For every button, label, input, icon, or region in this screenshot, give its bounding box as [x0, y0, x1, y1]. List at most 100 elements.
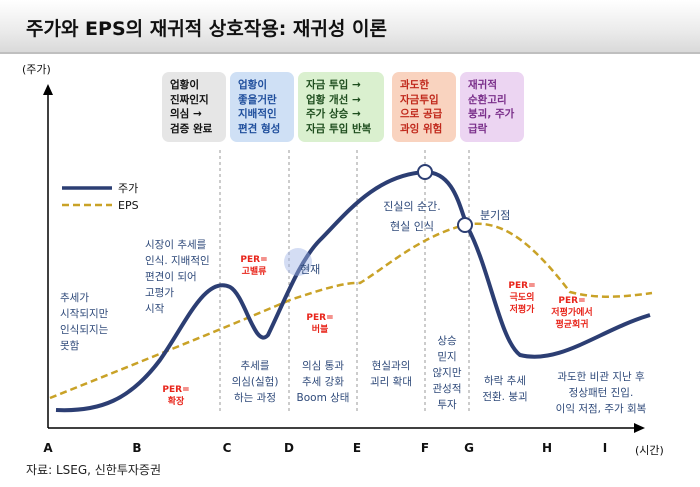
tick-b: B: [132, 441, 141, 455]
page-title: 주가와 EPS의 재귀적 상호작용: 재귀성 이론: [26, 18, 387, 40]
annotation-line: 고평가: [145, 287, 174, 299]
annotation-phase-f: 상승 믿지 않지만 관성적 투자: [426, 333, 468, 413]
annotation-line: 하락 추세: [484, 375, 526, 387]
phase-box-line: 주가 상승 →: [306, 108, 361, 120]
eps-line: [49, 222, 653, 400]
per-bubble-line1: PER=: [306, 313, 333, 323]
phase-box-line: 급락: [468, 122, 488, 135]
phase-box-line: 지배적인: [238, 108, 277, 120]
per-mean-reversion-line1: PER=: [558, 296, 585, 306]
annotation-line: 인식되지는: [60, 324, 109, 336]
x-axis-label: (시간): [635, 444, 664, 457]
annotation-line: 정상패턴 진입.: [568, 387, 634, 399]
annotation-line: 시장이 추세를: [145, 239, 207, 251]
annotation-phase-e: 현실과의 괴리 확대: [360, 358, 422, 390]
title-bar: 주가와 EPS의 재귀적 상호작용: 재귀성 이론: [0, 0, 700, 54]
per-high-valuation-line1: PER=: [240, 255, 267, 265]
split-point-marker: [457, 217, 473, 233]
split-label: 분기점: [480, 209, 510, 222]
tick-c: C: [223, 441, 232, 455]
annotation-line: 시작되지만: [60, 308, 109, 320]
phase-box-line: 자금 투입 →: [306, 79, 361, 91]
annotation-line: 않지만: [432, 367, 462, 379]
per-high-valuation-line2: 고밸류: [242, 265, 267, 277]
phase-box-line: 재귀적: [468, 79, 497, 91]
y-axis-arrow-icon: [43, 84, 53, 95]
tick-f: F: [421, 441, 429, 455]
phase-box-bias: 업황이 좋을거란 지배적인 편견 형성: [230, 72, 294, 142]
annotation-line: 투자: [437, 399, 457, 411]
per-labels: PER= 확장 PER= 고밸류 PER= 버블 PER= 극도의 저평가 PE…: [162, 255, 592, 407]
phase-box-line: 업황이: [238, 79, 267, 91]
phase-dividers: [219, 150, 470, 414]
annotation-line: 믿지: [437, 351, 457, 363]
annotation-line: 관성적: [432, 383, 462, 395]
annotation-line: 현실과의: [371, 360, 411, 372]
phase-box-line: 의심 →: [170, 108, 202, 120]
annotation-line: 전환. 붕괴: [482, 391, 528, 403]
annotation-line: 하는 과정: [234, 392, 276, 404]
per-undervalued-line2: 극도의: [510, 291, 535, 303]
tick-h: H: [542, 441, 552, 455]
annotation-phase-h: 과도한 비관 지난 후 정상패턴 진입. 이익 저점, 주가 회복: [546, 369, 656, 417]
x-axis-arrow-icon: [634, 423, 645, 433]
annotation-phase-b: 시장이 추세를 인식. 지배적인 편견이 되어 고평가 시작: [145, 237, 210, 317]
annotation-line: 의심(실험): [231, 376, 279, 388]
per-expansion-line1: PER=: [162, 385, 189, 395]
source-note: 자료: LSEG, 신한투자증권: [26, 463, 161, 477]
annotation-phase-g: 하락 추세 전환. 붕괴: [474, 373, 536, 405]
y-axis-label: (주가): [22, 63, 51, 76]
phase-box-line: 자금투입: [400, 93, 439, 106]
title-underline: [0, 52, 700, 54]
annotation-line: 과도한 비관 지난 후: [557, 371, 645, 383]
phase-box-oversupply: 과도한 자금투입 으로 공급 과잉 위험: [392, 72, 456, 142]
annotation-line: 추세 강화: [302, 376, 344, 388]
annotation-phase-d: 의심 통과 추세 강화 Boom 상태: [292, 358, 354, 406]
per-expansion-line2: 확장: [168, 395, 185, 407]
annotation-line: 추세를: [240, 360, 270, 372]
phase-box-line: 붕괴, 주가: [468, 108, 515, 120]
per-mean-reversion-line3: 평균회귀: [555, 318, 588, 330]
annotation-line: 시작: [145, 303, 165, 315]
phase-box-line: 으로 공급: [400, 108, 443, 120]
phase-box-line: 편견 형성: [238, 122, 281, 135]
annotation-line: 의심 통과: [302, 360, 344, 372]
phase-box-line: 검증 완료: [170, 122, 213, 135]
phase-box-line: 진짜인지: [170, 93, 209, 106]
phase-box-verification: 업황이 진짜인지 의심 → 검증 완료: [162, 72, 226, 142]
tick-e: E: [353, 441, 361, 455]
annotation-line: 못함: [60, 340, 80, 352]
legend-price-label: 주가: [118, 182, 138, 195]
truth-label-line1: 진실의 순간.: [383, 200, 441, 213]
annotation-line: 괴리 확대: [370, 376, 412, 388]
current-position-highlight: [284, 248, 312, 276]
tick-i: I: [603, 441, 607, 455]
now-label: 현재: [300, 263, 320, 276]
phase-box-line: 자금 투입 반복: [306, 122, 372, 135]
truth-moment-marker: [417, 164, 433, 180]
per-bubble-line2: 버블: [312, 323, 329, 335]
phase-box-line: 업황 개선 →: [306, 93, 361, 106]
truth-label-line2: 현실 인식: [390, 220, 434, 233]
per-undervalued-line3: 저평가: [510, 303, 536, 315]
phase-box-line: 순환고리: [468, 93, 507, 106]
tick-d: D: [284, 441, 294, 455]
phase-box-reinforcement: 자금 투입 → 업황 개선 → 주가 상승 → 자금 투입 반복: [298, 72, 384, 142]
tick-g: G: [464, 441, 474, 455]
phase-box-collapse: 재귀적 순환고리 붕괴, 주가 급락: [460, 72, 524, 142]
price-line: [55, 169, 651, 413]
annotation-line: 편견이 되어: [145, 271, 197, 283]
annotation-line: 이익 저점, 주가 회복: [555, 403, 647, 415]
tick-a: A: [43, 441, 53, 455]
annotation-phase-c: 추세를 의심(실험) 하는 과정: [224, 358, 286, 406]
phase-box-line: 과도한: [400, 79, 429, 91]
per-undervalued-line1: PER=: [508, 281, 535, 291]
phase-box-line: 업황이: [170, 79, 199, 91]
per-mean-reversion-line2: 저평가에서: [551, 306, 592, 318]
x-tick-labels: A B C D E F G H I: [43, 441, 607, 455]
annotation-line: 상승: [437, 335, 457, 347]
annotation-line: 인식. 지배적인: [145, 255, 210, 267]
annotation-phase-a: 추세가 시작되지만 인식되지는 못함: [60, 290, 108, 354]
annotation-line: Boom 상태: [296, 392, 350, 404]
